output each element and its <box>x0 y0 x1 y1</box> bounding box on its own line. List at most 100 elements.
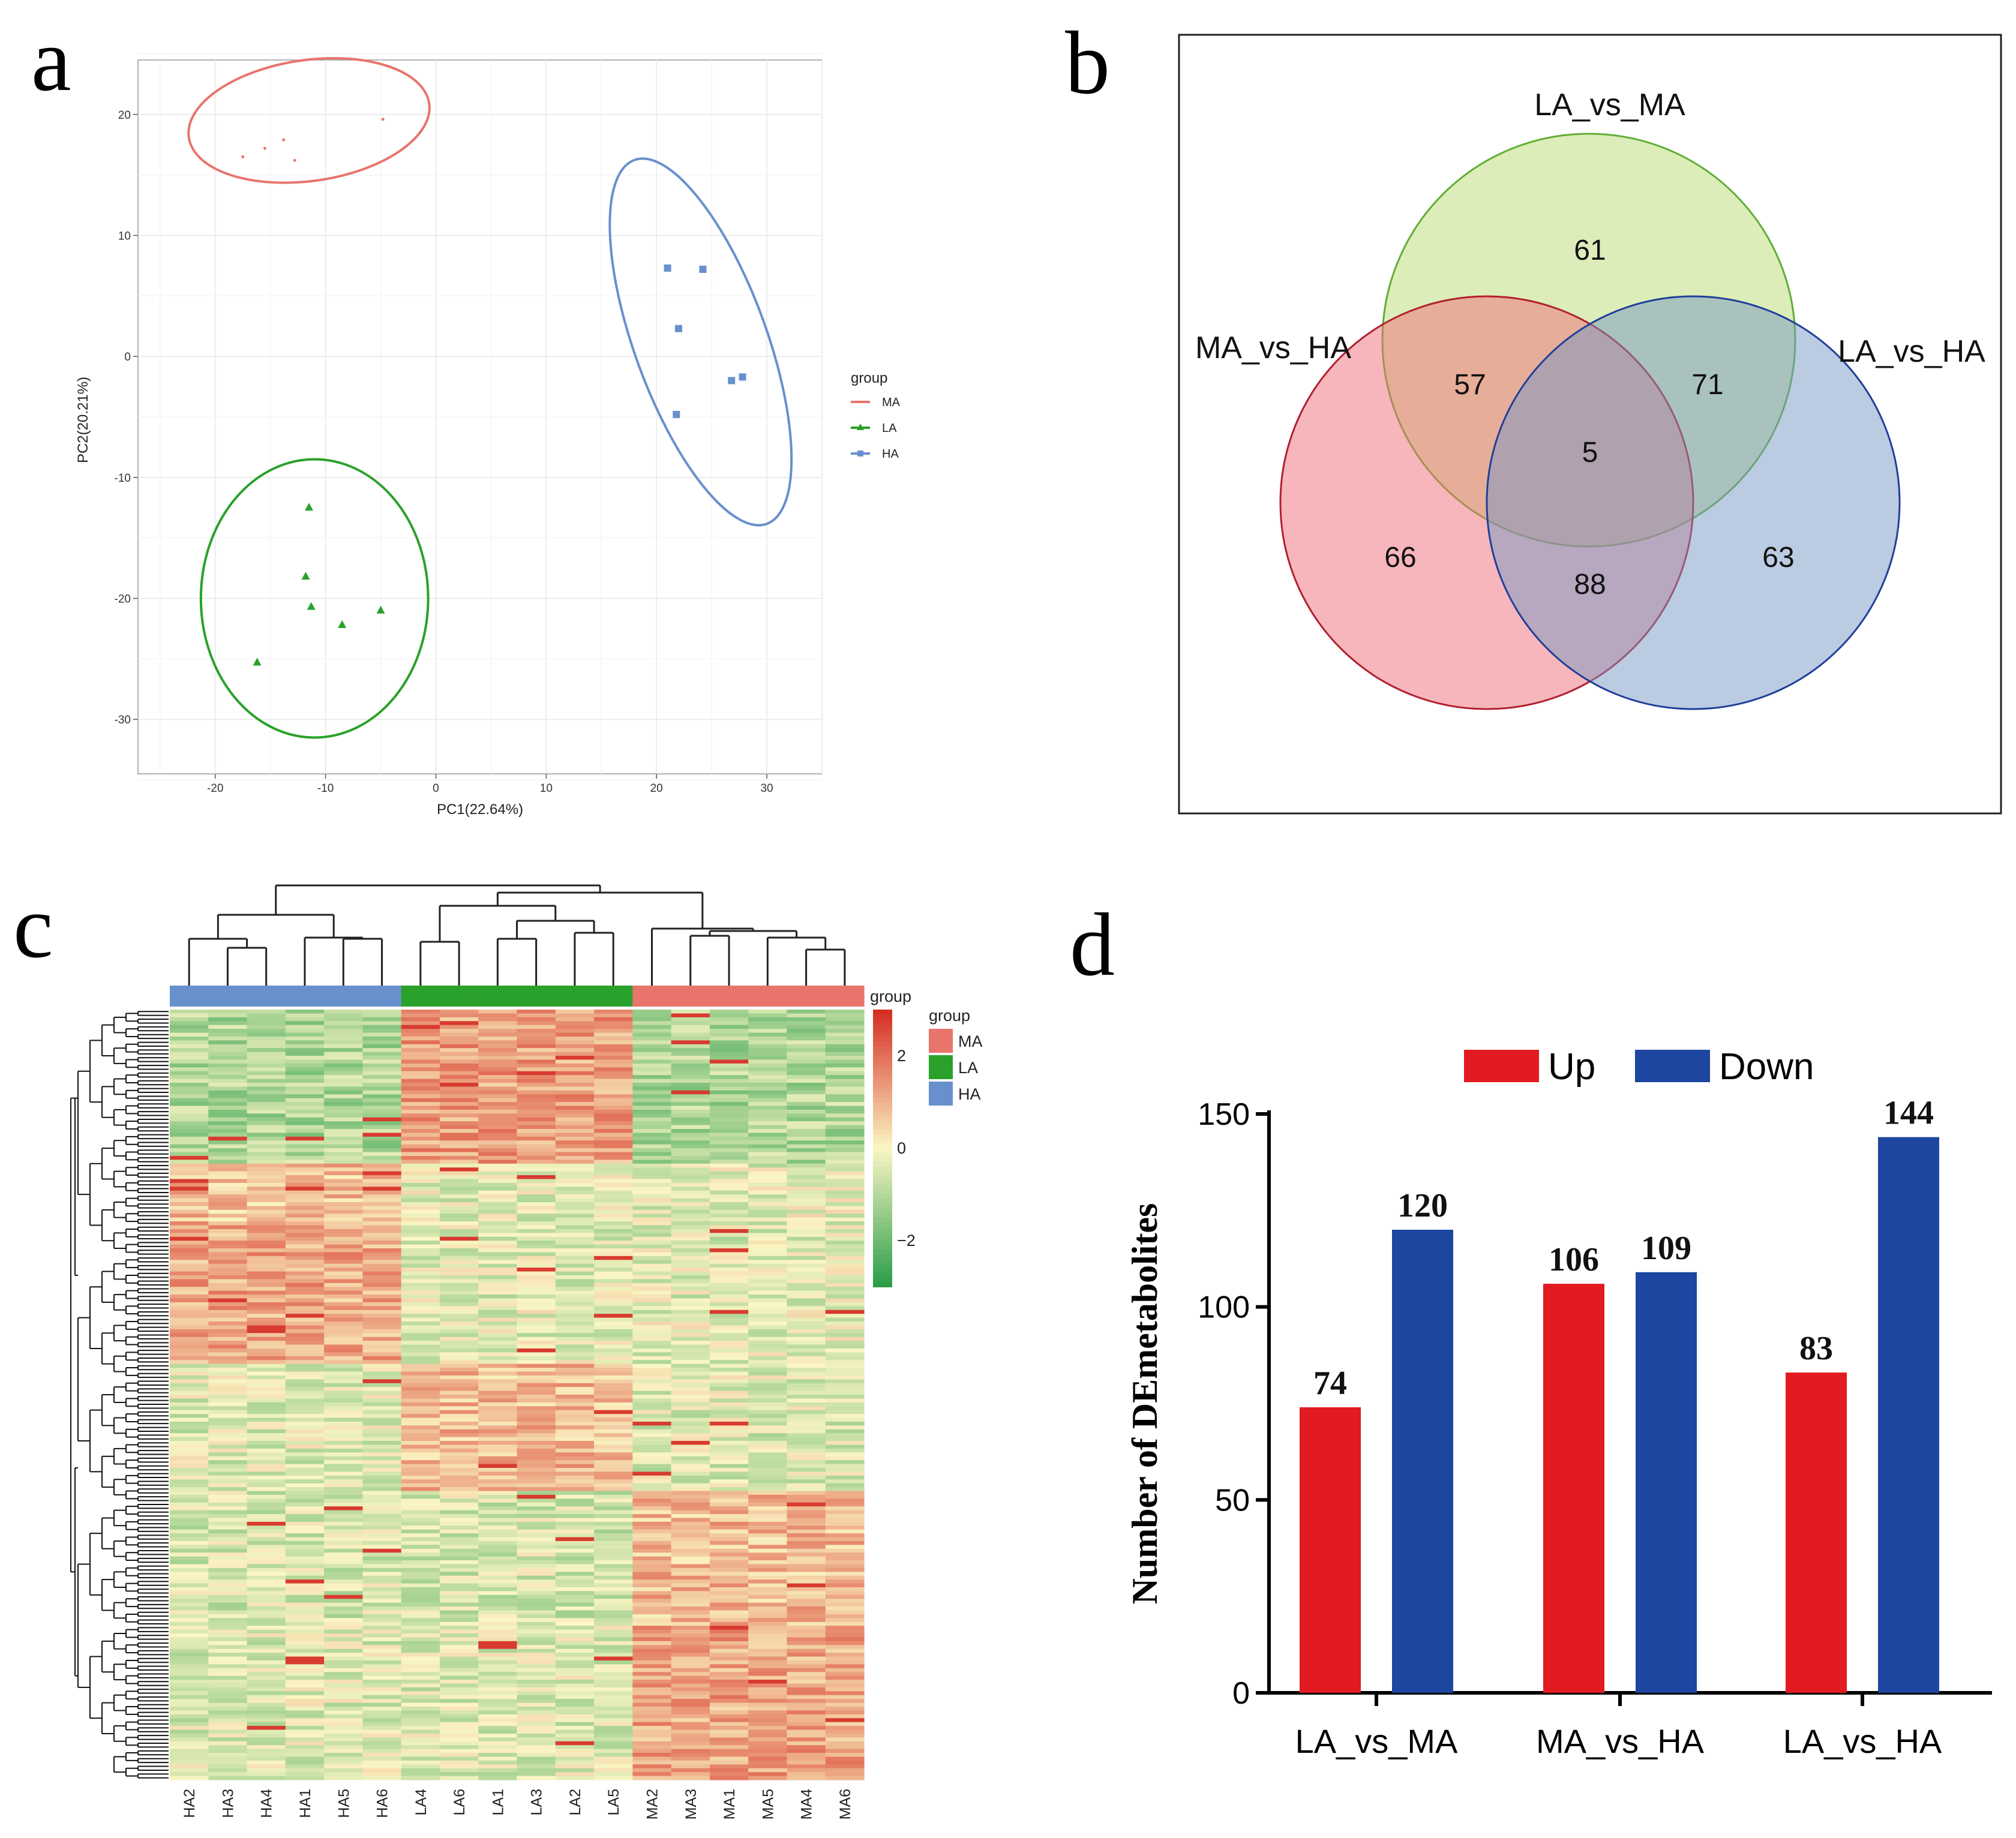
heatmap-cell <box>555 1075 595 1080</box>
heatmap-annotation-la <box>439 986 479 1007</box>
heatmap-cell <box>632 1171 672 1176</box>
heatmap-cell <box>787 1467 826 1472</box>
heatmap-cell <box>362 1756 402 1761</box>
heatmap-cell <box>362 1487 402 1492</box>
heatmap-cell <box>170 1341 209 1346</box>
heatmap-cell <box>478 1260 518 1265</box>
heatmap-cell <box>825 1221 865 1226</box>
heatmap-cell <box>709 1036 749 1041</box>
heatmap-cell <box>787 1379 826 1384</box>
heatmap-cell <box>362 1086 402 1091</box>
heatmap-cell <box>748 1214 788 1218</box>
heatmap-cell <box>787 1687 826 1692</box>
heatmap-cell <box>285 1390 325 1395</box>
heatmap-cell <box>208 1437 248 1441</box>
heatmap-cell <box>285 1283 325 1287</box>
heatmap-cell <box>825 1695 865 1699</box>
heatmap-cell <box>478 1637 518 1642</box>
heatmap-cell <box>324 1375 363 1380</box>
heatmap-cell <box>555 1025 595 1029</box>
heatmap-cell <box>555 1417 595 1422</box>
heatmap-cell <box>671 1660 710 1665</box>
heatmap-cell <box>632 1448 672 1453</box>
heatmap-cell <box>362 1133 402 1137</box>
heatmap-cell <box>671 1587 710 1592</box>
heatmap-cell <box>439 1295 479 1299</box>
heatmap-cell <box>362 1198 402 1203</box>
heatmap-cell <box>787 1398 826 1403</box>
heatmap-cell <box>517 1302 556 1307</box>
heatmap-annotation-ha <box>247 986 286 1007</box>
heatmap-cell <box>401 1056 440 1061</box>
heatmap-cell <box>825 1106 865 1110</box>
heatmap-cell <box>632 1460 672 1465</box>
heatmap-cell <box>247 1368 286 1373</box>
heatmap-cell <box>555 1548 595 1553</box>
heatmap-cell <box>285 1021 325 1026</box>
heatmap-cell <box>517 1133 556 1137</box>
heatmap-cell <box>748 1283 788 1287</box>
heatmap-cell <box>671 1217 710 1222</box>
heatmap-cell <box>324 1175 363 1180</box>
heatmap-cell <box>401 1163 440 1168</box>
heatmap-cell <box>285 1417 325 1422</box>
heatmap-cell <box>555 1456 595 1461</box>
heatmap-cell <box>787 1325 826 1330</box>
heatmap-cell <box>208 1263 248 1268</box>
heatmap-cell <box>439 1167 479 1172</box>
heatmap-cell <box>748 1244 788 1249</box>
heatmap-cell <box>632 1198 672 1203</box>
heatmap-cell <box>478 1090 518 1095</box>
heatmap-cell <box>247 1356 286 1361</box>
heatmap-cell <box>555 1433 595 1438</box>
heatmap-scale-step <box>873 1111 892 1117</box>
heatmap-cell <box>594 1314 633 1319</box>
heatmap-cell <box>748 1587 788 1592</box>
heatmap-cell <box>709 1491 749 1495</box>
heatmap-cell <box>632 1241 672 1245</box>
heatmap-cell <box>208 1726 248 1731</box>
heatmap-cell <box>208 1144 248 1149</box>
heatmap-cell <box>671 1718 710 1723</box>
heatmap-cell <box>594 1629 633 1634</box>
heatmap-cell <box>362 1106 402 1110</box>
heatmap-cell <box>478 1329 518 1334</box>
heatmap-cell <box>555 1225 595 1230</box>
heatmap-cell <box>555 1056 595 1061</box>
heatmap-cell <box>787 1552 826 1557</box>
heatmap-cell <box>748 1295 788 1299</box>
heatmap-cell <box>671 1295 710 1299</box>
heatmap-cell <box>671 1772 710 1777</box>
heatmap-cell <box>362 1148 402 1153</box>
heatmap-cell <box>709 1745 749 1750</box>
heatmap-cell <box>555 1344 595 1349</box>
heatmap-cell <box>208 1645 248 1650</box>
heatmap-cell <box>285 1702 325 1707</box>
heatmap-cell <box>478 1306 518 1311</box>
bar-y-tick-label: 150 <box>1198 1097 1250 1132</box>
heatmap-cell <box>285 1325 325 1330</box>
heatmap-cell <box>247 1244 286 1249</box>
heatmap-scale-step <box>873 1166 892 1172</box>
heatmap-cell <box>517 1032 556 1037</box>
heatmap-cell <box>285 1648 325 1653</box>
heatmap-annotation-ha <box>285 986 325 1007</box>
heatmap-cell <box>478 1175 518 1180</box>
heatmap-cell <box>748 1479 788 1484</box>
heatmap-cell <box>594 1136 633 1141</box>
heatmap-cell <box>787 1152 826 1157</box>
heatmap-cell <box>401 1452 440 1457</box>
heatmap-cell <box>362 1475 402 1480</box>
heatmap-cell <box>362 1379 402 1384</box>
heatmap-cell <box>285 1479 325 1484</box>
heatmap-cell <box>401 1729 440 1734</box>
heatmap-cell <box>748 1448 788 1453</box>
heatmap-cell <box>671 1306 710 1311</box>
heatmap-cell <box>709 1390 749 1395</box>
heatmap-cell <box>632 1664 672 1669</box>
heatmap-cell <box>517 1352 556 1357</box>
heatmap-annotation-ma <box>787 986 826 1007</box>
heatmap-cell <box>439 1198 479 1203</box>
heatmap-cell <box>632 1229 672 1233</box>
heatmap-cell <box>671 1102 710 1107</box>
